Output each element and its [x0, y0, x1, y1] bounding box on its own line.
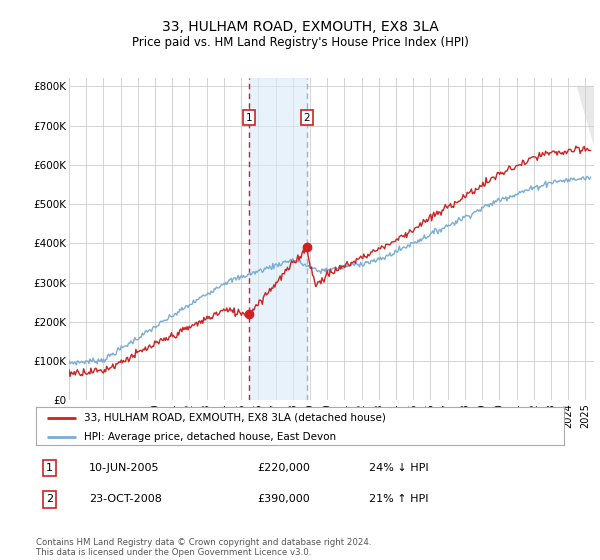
Text: Contains HM Land Registry data © Crown copyright and database right 2024.
This d: Contains HM Land Registry data © Crown c…: [36, 538, 371, 557]
Text: 2: 2: [304, 113, 310, 123]
Polygon shape: [577, 86, 594, 145]
Text: 21% ↑ HPI: 21% ↑ HPI: [368, 494, 428, 505]
Text: 2: 2: [46, 494, 53, 505]
Text: HPI: Average price, detached house, East Devon: HPI: Average price, detached house, East…: [83, 432, 335, 442]
Bar: [249, 78, 307, 400]
Text: £390,000: £390,000: [258, 494, 311, 505]
Text: 10-JUN-2005: 10-JUN-2005: [89, 463, 160, 473]
Text: 24% ↓ HPI: 24% ↓ HPI: [368, 463, 428, 473]
Text: 33, HULHAM ROAD, EXMOUTH, EX8 3LA: 33, HULHAM ROAD, EXMOUTH, EX8 3LA: [161, 20, 439, 34]
Text: 1: 1: [46, 463, 53, 473]
Text: 23-OCT-2008: 23-OCT-2008: [89, 494, 161, 505]
Text: 1: 1: [245, 113, 252, 123]
Text: 33, HULHAM ROAD, EXMOUTH, EX8 3LA (detached house): 33, HULHAM ROAD, EXMOUTH, EX8 3LA (detac…: [83, 413, 385, 423]
Text: £220,000: £220,000: [258, 463, 311, 473]
Text: Price paid vs. HM Land Registry's House Price Index (HPI): Price paid vs. HM Land Registry's House …: [131, 36, 469, 49]
